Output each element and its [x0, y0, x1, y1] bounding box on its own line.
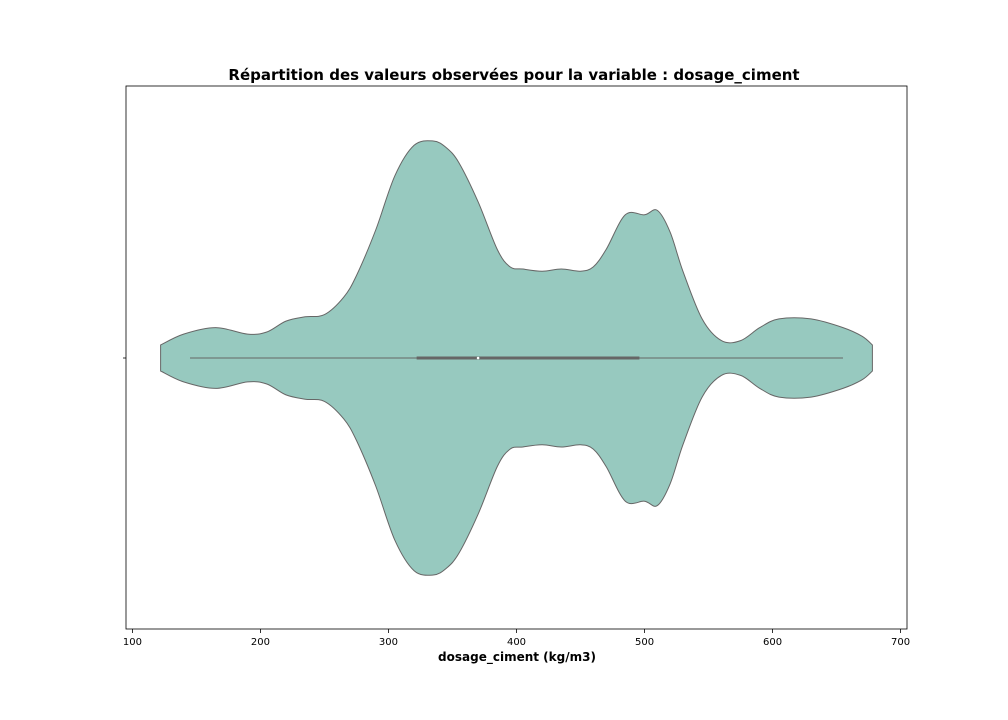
median-point	[476, 356, 480, 360]
x-tick-label: 100	[123, 637, 142, 648]
x-axis: 100 200 300 400 500 600 700	[123, 629, 910, 648]
x-tick-label: 400	[507, 637, 526, 648]
x-axis-label: dosage_ciment (kg/m3)	[438, 650, 596, 665]
x-tick-label: 300	[379, 637, 398, 648]
x-tick-label: 200	[251, 637, 270, 648]
x-tick-label: 700	[891, 637, 910, 648]
x-tick-label: 600	[763, 637, 782, 648]
plot-area	[123, 85, 908, 630]
chart-title: Répartition des valeurs observées pour l…	[228, 66, 799, 84]
x-tick-label: 500	[635, 637, 654, 648]
